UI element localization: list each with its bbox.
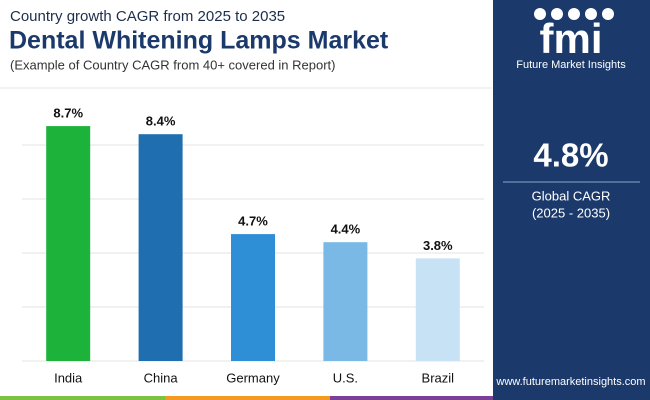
bar — [46, 126, 91, 361]
logo-icons — [534, 8, 614, 20]
website-url[interactable]: www.futuremarketinsights.com — [495, 376, 645, 388]
x-tick-label: Brazil — [422, 370, 455, 385]
brand-logo: fmi — [540, 15, 603, 62]
headline-period: (2025 - 2035) — [532, 205, 610, 220]
side-panel — [493, 0, 650, 400]
chart-title: Dental Whitening Lamps Market — [9, 27, 389, 55]
x-tick-label: Germany — [226, 370, 280, 385]
value-label: 8.4% — [146, 114, 176, 129]
value-label: 3.8% — [423, 238, 453, 253]
x-tick-label: U.S. — [333, 370, 358, 385]
chart-subtitle: (Example of Country CAGR from 40+ covere… — [10, 57, 336, 72]
footer-stripe — [0, 396, 493, 400]
bar — [231, 234, 275, 361]
bar — [323, 242, 368, 361]
headline-value: 4.8% — [533, 137, 608, 174]
value-label: 8.7% — [53, 106, 83, 121]
brand-name: Future Market Insights — [516, 59, 626, 71]
bar — [138, 134, 183, 361]
x-tick-label: China — [144, 370, 179, 385]
value-label: 4.4% — [331, 222, 361, 237]
value-label: 4.7% — [238, 214, 268, 229]
bar — [415, 258, 460, 361]
kicker: Country growth CAGR from 2025 to 2035 — [10, 8, 285, 25]
x-tick-label: India — [54, 370, 83, 385]
headline-label: Global CAGR — [532, 188, 611, 203]
